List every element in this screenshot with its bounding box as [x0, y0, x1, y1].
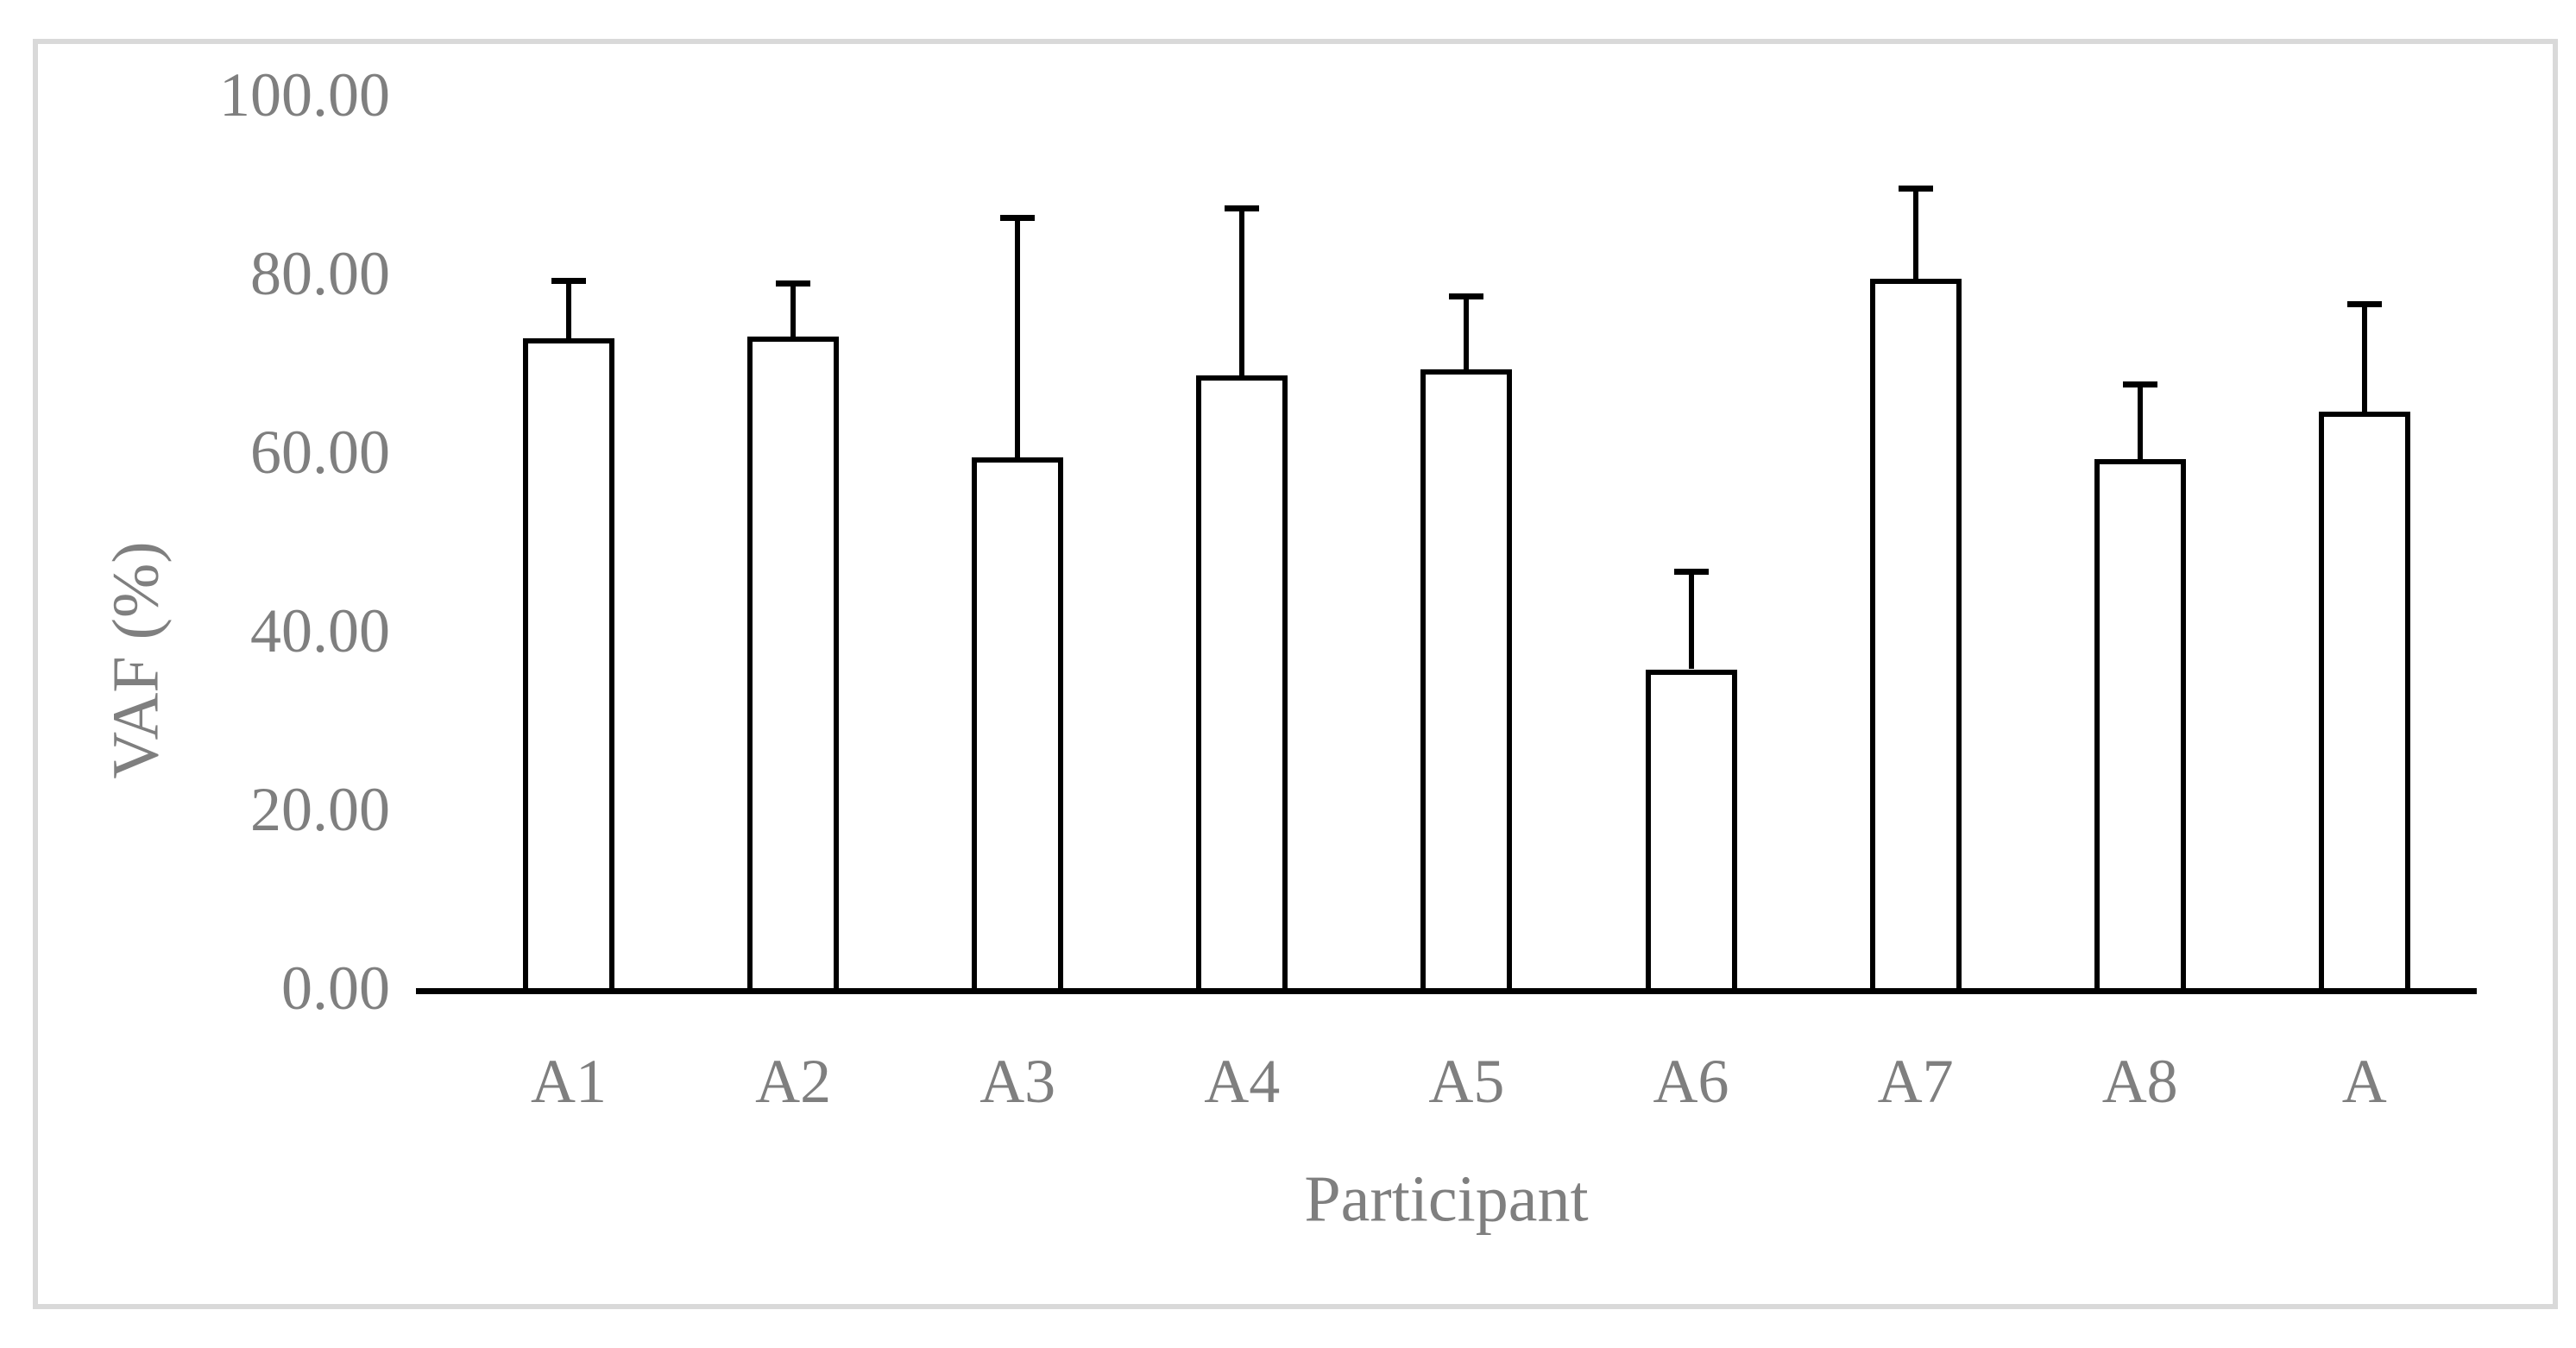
error-bar-cap-A6: [1673, 568, 1709, 575]
bar-A4: [1196, 375, 1288, 988]
error-bar-line-A6: [1688, 570, 1694, 670]
y-tick-label: 20.00: [250, 775, 390, 844]
bar-A3: [972, 457, 1064, 988]
x-category-label-A4: A4: [1204, 1047, 1281, 1116]
bar-A: [2318, 412, 2410, 988]
bar-A2: [747, 337, 840, 988]
error-bar-line-A8: [2137, 384, 2143, 460]
error-bar-cap-A4: [1225, 205, 1260, 212]
x-category-label-A1: A1: [531, 1047, 607, 1116]
error-bar-cap-A5: [1449, 293, 1484, 299]
bar-A8: [2094, 459, 2186, 988]
x-category-label-A3: A3: [979, 1047, 1056, 1116]
x-category-label-A7: A7: [1877, 1047, 1954, 1116]
y-tick-label: 0.00: [281, 954, 390, 1023]
error-bar-line-A3: [1015, 217, 1021, 458]
error-bar-cap-A2: [776, 280, 811, 287]
y-tick-label: 60.00: [250, 418, 390, 487]
bar-A6: [1645, 669, 1737, 988]
x-category-label-A8: A8: [2101, 1047, 2178, 1116]
error-bar-line-A: [2361, 304, 2367, 413]
error-bar-cap-A: [2346, 301, 2382, 308]
error-bar-line-A4: [1239, 208, 1245, 375]
y-tick-label: 80.00: [250, 239, 390, 308]
error-bar-cap-A8: [2122, 381, 2157, 388]
x-category-label-A2: A2: [755, 1047, 832, 1116]
x-category-label-A: A: [2341, 1047, 2387, 1116]
bar-A1: [523, 337, 614, 988]
error-bar-cap-A1: [551, 278, 586, 285]
error-bar-line-A1: [566, 280, 571, 338]
bar-A7: [1869, 279, 1962, 988]
y-tick-label: 100.00: [219, 60, 390, 129]
x-axis-title: Participant: [1304, 1162, 1589, 1236]
error-bar-cap-A7: [1898, 185, 1933, 192]
x-category-label-A5: A5: [1428, 1047, 1505, 1116]
error-bar-line-A2: [790, 283, 797, 337]
x-axis-line: [416, 988, 2477, 994]
bar-A5: [1420, 368, 1513, 988]
error-bar-line-A5: [1464, 295, 1470, 369]
error-bar-cap-A3: [1000, 214, 1036, 221]
x-category-label-A6: A6: [1653, 1047, 1729, 1116]
error-bar-line-A7: [1912, 187, 1918, 280]
y-tick-label: 40.00: [250, 596, 390, 665]
